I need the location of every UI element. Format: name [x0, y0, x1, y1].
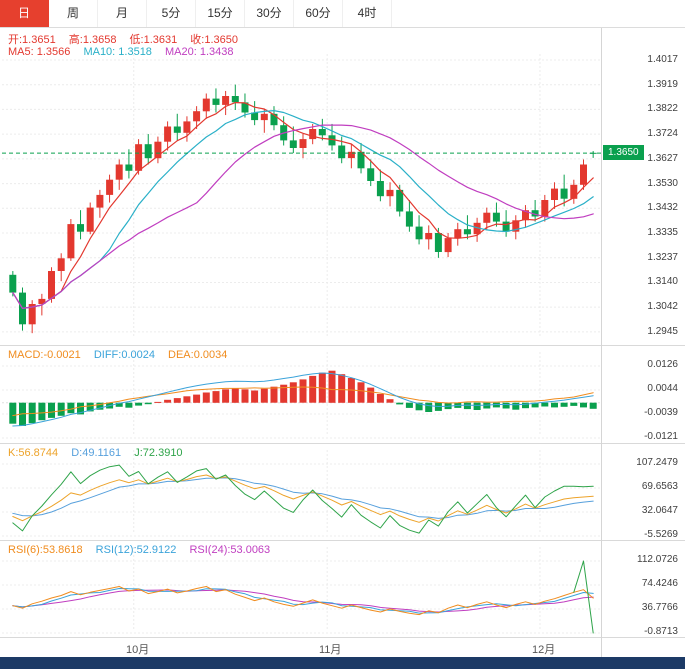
- y-axis-label: 69.6563: [641, 481, 678, 492]
- bottom-bar: [0, 657, 685, 669]
- d-value: D:49.1161: [71, 447, 122, 459]
- ma-readout: MA5: 1.3566 MA10: 1.3518 MA20: 1.3438: [8, 46, 244, 58]
- rsi6-value: RSI(6):53.8618: [8, 544, 83, 556]
- y-axis-label: -0.8713: [644, 626, 678, 637]
- tab-30min[interactable]: 30分: [245, 0, 294, 27]
- high-value: 高:1.3658: [68, 34, 117, 46]
- tab-4hour[interactable]: 4时: [343, 0, 392, 27]
- tab-15min[interactable]: 15分: [196, 0, 245, 27]
- tab-60min[interactable]: 60分: [294, 0, 343, 27]
- j-value: J:72.3910: [134, 447, 183, 459]
- tab-5min[interactable]: 5分: [147, 0, 196, 27]
- y-axis-label: 1.2945: [647, 326, 678, 337]
- y-axis-label: 1.3432: [647, 202, 678, 213]
- y-axis-label: 1.3919: [647, 79, 678, 90]
- tab-month[interactable]: 月: [98, 0, 147, 27]
- y-axis-label: -0.0121: [644, 431, 678, 442]
- macd-plot[interactable]: [0, 346, 601, 442]
- y-axis-label: 1.3822: [647, 103, 678, 114]
- y-axis-label: -0.0039: [644, 407, 678, 418]
- kdj-plot[interactable]: [0, 444, 601, 540]
- ohlc-readout: 开:1.3651 高:1.3658 低:1.3631 收:1.3650: [8, 31, 248, 47]
- y-axis-label: 1.3335: [647, 227, 678, 238]
- close-value: 收:1.3650: [190, 34, 238, 46]
- tab-day[interactable]: 日: [0, 0, 49, 27]
- y-axis-label: 32.0647: [641, 505, 678, 516]
- kdj-readout: K:56.8744 D:49.1161 J:72.3910: [8, 447, 193, 459]
- rsi-panel: RSI(6):53.8618 RSI(12):52.9122 RSI(24):5…: [0, 540, 685, 637]
- last-price-badge: 1.3650: [603, 145, 644, 160]
- macd-readout: MACD:-0.0021 DIFF:0.0024 DEA:0.0034: [8, 349, 237, 361]
- ma5-value: MA5: 1.3566: [8, 46, 71, 58]
- low-value: 低:1.3631: [129, 34, 178, 46]
- month-label-november: 11月: [319, 644, 342, 656]
- month-label-october: 10月: [126, 644, 150, 656]
- y-axis-label: 107.2479: [636, 457, 678, 468]
- dea-value: DEA:0.0034: [168, 349, 228, 361]
- y-axis-label: 112.0726: [637, 554, 678, 565]
- y-axis-label: 1.3140: [647, 276, 678, 287]
- macd-panel: MACD:-0.0021 DIFF:0.0024 DEA:0.0034: [0, 345, 685, 443]
- rsi-readout: RSI(6):53.8618 RSI(12):52.9122 RSI(24):5…: [8, 544, 280, 556]
- rsi12-value: RSI(12):52.9122: [95, 544, 177, 556]
- y-axis-column: 1.3650 1.4017 1.3919 1.3822 1.3724 1.3627 1.3…: [601, 28, 685, 657]
- macd-value: MACD:-0.0021: [8, 349, 81, 361]
- y-axis-label: 1.3724: [647, 128, 678, 139]
- month-label-december: 12月: [532, 644, 556, 656]
- rsi24-value: RSI(24):53.0063: [189, 544, 271, 556]
- open-value: 开:1.3651: [8, 34, 56, 46]
- diff-value: DIFF:0.0024: [93, 349, 155, 361]
- y-axis-label: 0.0126: [647, 359, 678, 370]
- ma20-value: MA20: 1.3438: [165, 46, 234, 58]
- ma10-value: MA10: 1.3518: [83, 46, 152, 58]
- k-value: K:56.8744: [8, 447, 59, 459]
- price-plot[interactable]: [0, 28, 601, 345]
- y-axis-label: -5.5269: [644, 529, 678, 540]
- y-axis-label: 74.4246: [641, 578, 678, 589]
- x-axis-row: 10月 11月 12月: [0, 637, 685, 657]
- y-axis-label: 1.3042: [647, 301, 678, 312]
- y-axis-label: 1.3237: [647, 252, 678, 263]
- tab-week[interactable]: 周: [49, 0, 98, 27]
- y-axis-label: 1.3530: [647, 178, 678, 189]
- y-axis-label: 36.7766: [641, 602, 678, 613]
- timeframe-tabbar: 日 周 月 5分 15分 30分 60分 4时: [0, 0, 685, 28]
- rsi-plot[interactable]: [0, 541, 601, 637]
- kdj-panel: K:56.8744 D:49.1161 J:72.3910: [0, 443, 685, 540]
- y-axis-label: 0.0044: [647, 383, 678, 394]
- y-axis-label: 1.3627: [647, 153, 678, 164]
- y-axis-label: 1.4017: [647, 54, 678, 65]
- price-panel: 开:1.3651 高:1.3658 低:1.3631 收:1.3650 MA5:…: [0, 28, 685, 345]
